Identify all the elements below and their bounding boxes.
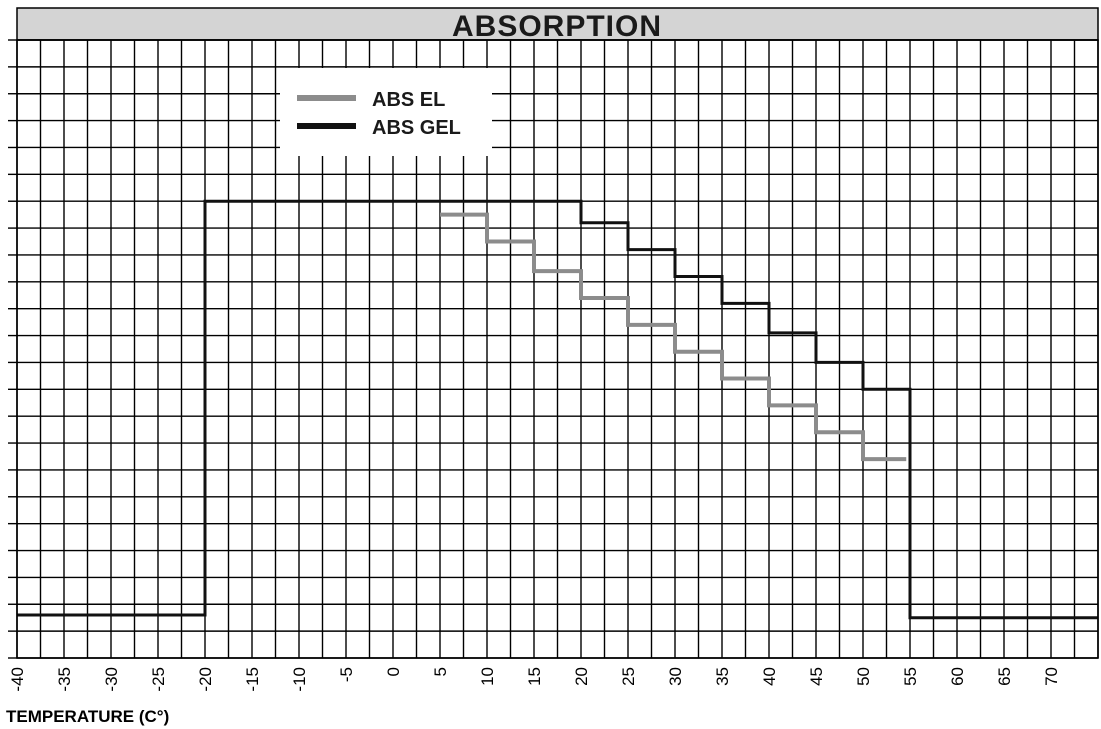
x-tick-label: 35 (713, 667, 732, 686)
x-tick-label: 55 (901, 667, 920, 686)
x-axis-label: TEMPERATURE (C°) (6, 707, 169, 726)
series-line-abs-gel (17, 199, 1098, 620)
x-tick-labels: -40 -35 -30 -25 -20 -15 -10 -5 0 5 10 15 20 25 30 35 40 4… (8, 667, 1061, 692)
x-tick-label: 65 (995, 667, 1014, 686)
x-tick-label: -35 (55, 667, 74, 692)
legend-label-abs-el: ABS EL (372, 89, 445, 111)
x-tick-label: 50 (854, 667, 873, 686)
grid (8, 39, 1099, 659)
x-tick-label: -10 (290, 667, 309, 692)
legend-box (280, 68, 492, 156)
x-tick-label: 70 (1042, 667, 1061, 686)
x-tick-label: -30 (102, 667, 121, 692)
x-tick-label: 45 (807, 667, 826, 686)
x-tick-label: -15 (243, 667, 262, 692)
plot-frame (16, 39, 1099, 659)
x-tick-label: 0 (384, 667, 403, 676)
x-tick-label: -5 (337, 667, 356, 682)
legend: ABS EL ABS GEL (280, 68, 492, 156)
x-tick-label: -40 (8, 667, 27, 692)
chart-title: ABSORPTION (452, 10, 662, 43)
x-tick-label: 30 (666, 667, 685, 686)
x-tick-label: -20 (196, 667, 215, 692)
x-tick-label: -25 (149, 667, 168, 692)
title-bar (16, 7, 1099, 41)
x-tick-label: 20 (572, 667, 591, 686)
x-tick-label: 10 (478, 667, 497, 686)
x-tick-label: 60 (948, 667, 967, 686)
x-tick-label: 5 (431, 667, 450, 676)
x-tick-label: 25 (619, 667, 638, 686)
series-group (17, 199, 1098, 620)
x-tick-label: 40 (760, 667, 779, 686)
series-line-abs-el (440, 212, 907, 462)
legend-label-abs-gel: ABS GEL (372, 117, 461, 139)
x-tick-label: 15 (525, 667, 544, 686)
